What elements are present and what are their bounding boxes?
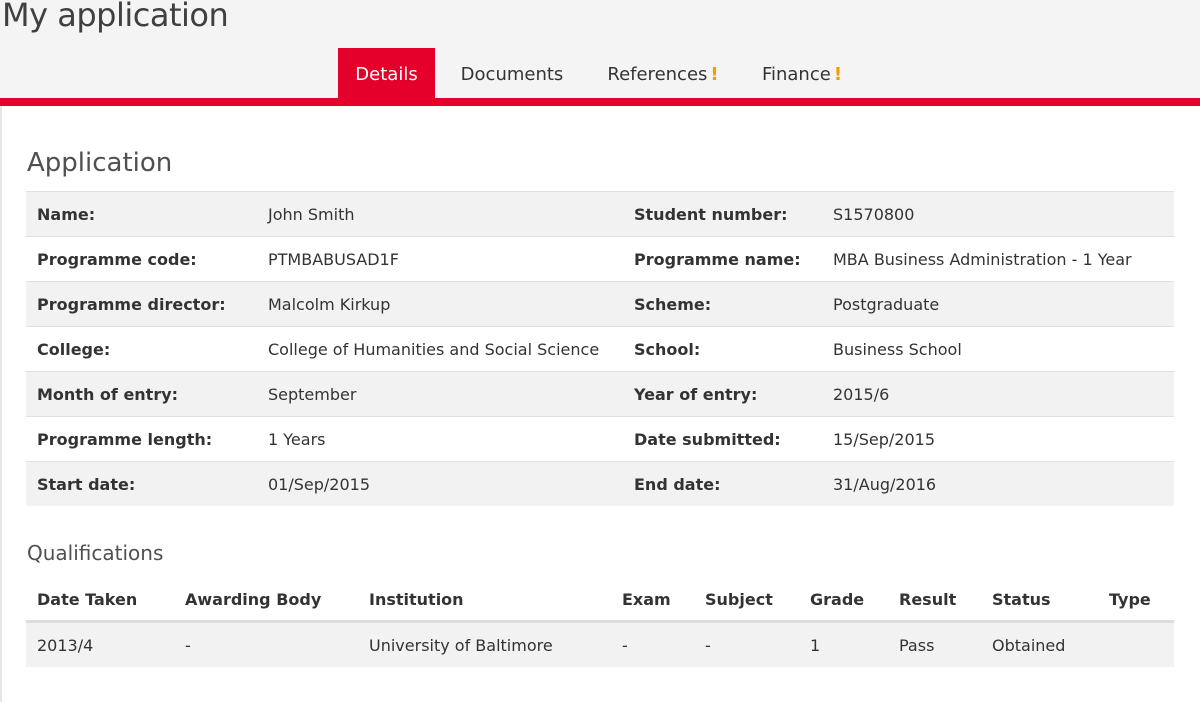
field-value: MBA Business Administration - 1 Year xyxy=(833,236,1174,282)
field-label: College: xyxy=(26,326,268,372)
application-section-title: Application xyxy=(27,148,173,178)
field-label: Programme name: xyxy=(634,236,833,282)
field-label: Month of entry: xyxy=(26,371,268,417)
warning-icon: ! xyxy=(710,64,719,85)
details-row: Month of entry: September Year of entry:… xyxy=(26,371,1174,417)
details-row: Programme director: Malcolm Kirkup Schem… xyxy=(26,281,1174,327)
cell-date-taken: 2013/4 xyxy=(26,621,185,667)
field-label: School: xyxy=(634,326,833,372)
field-label: Programme length: xyxy=(26,416,268,462)
field-value: 15/Sep/2015 xyxy=(833,416,1174,462)
column-header-result: Result xyxy=(899,578,992,623)
field-value: 01/Sep/2015 xyxy=(268,461,634,506)
cell-exam: - xyxy=(622,621,705,667)
cell-grade: 1 xyxy=(810,621,899,667)
details-row: Name: John Smith Student number: S157080… xyxy=(26,191,1174,237)
field-label: Programme director: xyxy=(26,281,268,327)
tab-references[interactable]: References! xyxy=(596,48,730,98)
tab-label: Finance xyxy=(761,64,831,85)
tab-finance[interactable]: Finance! xyxy=(752,48,852,98)
field-value: Postgraduate xyxy=(833,281,1174,327)
cell-subject: - xyxy=(705,621,810,667)
field-value: John Smith xyxy=(268,191,634,237)
field-value: 31/Aug/2016 xyxy=(833,461,1174,506)
details-row: Start date: 01/Sep/2015 End date: 31/Aug… xyxy=(26,461,1174,506)
column-header-awarding-body: Awarding Body xyxy=(185,578,369,623)
tab-label: References xyxy=(607,64,708,85)
field-value: S1570800 xyxy=(833,191,1174,237)
column-header-grade: Grade xyxy=(810,578,899,623)
details-row: Programme length: 1 Years Date submitted… xyxy=(26,416,1174,462)
cell-awarding-body: - xyxy=(185,621,369,667)
header: My application Details Documents Referen… xyxy=(0,0,1200,98)
qualifications-table: Date Taken Awarding Body Institution Exa… xyxy=(26,578,1174,667)
field-value: College of Humanities and Social Science xyxy=(268,326,634,372)
tab-bar: Details Documents References! Finance! xyxy=(0,48,1200,98)
content-border xyxy=(0,106,2,702)
field-label: Start date: xyxy=(26,461,268,506)
table-row: 2013/4 - University of Baltimore - - 1 P… xyxy=(26,621,1174,667)
column-header-status: Status xyxy=(992,578,1109,623)
column-header-date-taken: Date Taken xyxy=(26,578,185,623)
table-header-row: Date Taken Awarding Body Institution Exa… xyxy=(26,578,1174,623)
field-label: Student number: xyxy=(634,191,833,237)
field-value: Business School xyxy=(833,326,1174,372)
cell-institution: University of Baltimore xyxy=(369,621,622,667)
column-header-type: Type xyxy=(1109,578,1174,623)
field-label: Date submitted: xyxy=(634,416,833,462)
warning-icon: ! xyxy=(833,64,843,85)
tab-label: Documents xyxy=(460,64,564,85)
field-value: 2015/6 xyxy=(833,371,1174,417)
tab-label: Details xyxy=(355,64,418,85)
column-header-exam: Exam xyxy=(622,578,705,623)
column-header-subject: Subject xyxy=(705,578,810,623)
field-value: September xyxy=(268,371,634,417)
field-label: End date: xyxy=(634,461,833,506)
field-value: PTMBABUSAD1F xyxy=(268,236,634,282)
tab-details[interactable]: Details xyxy=(338,48,435,98)
tab-underline-bar xyxy=(0,98,1200,106)
page-title: My application xyxy=(2,0,229,34)
details-row: Programme code: PTMBABUSAD1F Programme n… xyxy=(26,236,1174,282)
cell-status: Obtained xyxy=(992,621,1109,667)
field-value: 1 Years xyxy=(268,416,634,462)
field-label: Scheme: xyxy=(634,281,833,327)
field-value: Malcolm Kirkup xyxy=(268,281,634,327)
tab-documents[interactable]: Documents xyxy=(450,48,574,98)
details-row: College: College of Humanities and Socia… xyxy=(26,326,1174,372)
field-label: Programme code: xyxy=(26,236,268,282)
field-label: Name: xyxy=(26,191,268,237)
cell-type xyxy=(1109,621,1174,667)
field-label: Year of entry: xyxy=(634,371,833,417)
qualifications-section-title: Qualifications xyxy=(27,541,164,565)
column-header-institution: Institution xyxy=(369,578,622,623)
application-details-table: Name: John Smith Student number: S157080… xyxy=(26,191,1174,506)
cell-result: Pass xyxy=(899,621,992,667)
